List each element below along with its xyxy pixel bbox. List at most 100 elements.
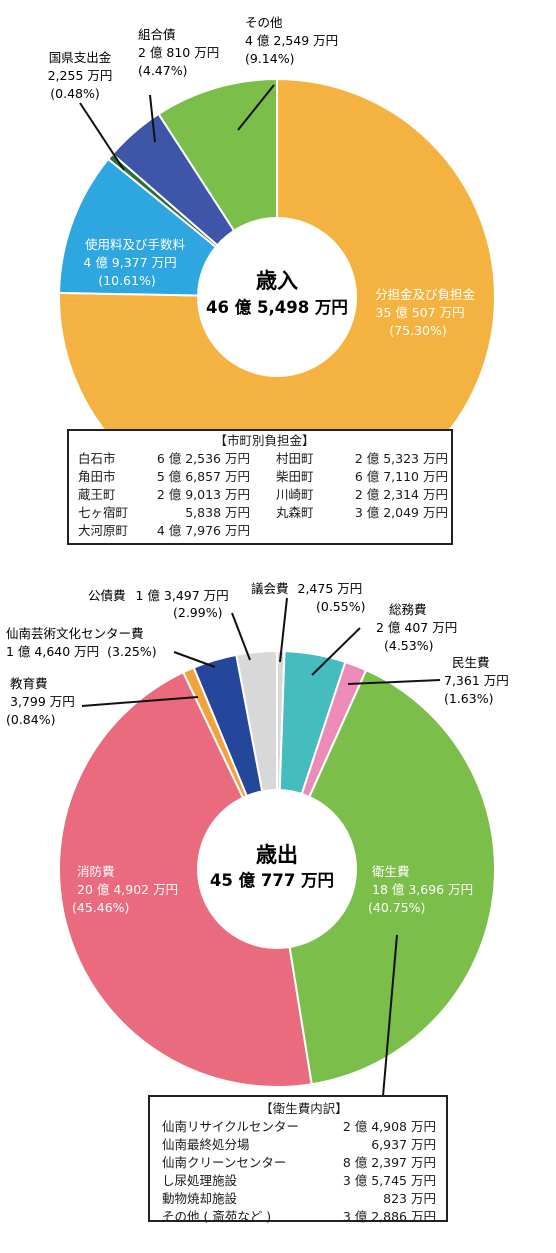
- municipality-name: 白石市: [78, 451, 116, 466]
- label-eiseihi-amount: 18 億 3,696 万円: [372, 882, 473, 897]
- label-kosaihi-amount: 1 億 3,497 万円: [136, 588, 229, 603]
- municipality-amount: 2 億 9,013 万円: [156, 487, 250, 502]
- label-somuhi-name: 総務費: [389, 602, 427, 617]
- label-buntankin-percent: (75.30%): [389, 323, 446, 338]
- expenditure-donut-chart: [58, 649, 496, 1088]
- label-geijutsu-text: 1 億 4,640 万円 (3.25%): [6, 644, 157, 659]
- municipal-contribution-box: 【市町別負担金】 白石市 6 億 2,536 万円 村田町 2 億 5,323 万円角…: [67, 429, 453, 545]
- health-item-name: 仙南リサイクルセンター: [162, 1119, 299, 1134]
- municipality-amount: 5,838 万円: [185, 505, 250, 520]
- label-minseihi-percent: (1.63%): [444, 691, 493, 706]
- label-kosaihi-name: 公債費: [88, 588, 126, 603]
- municipality-amount: 2 億 5,323 万円: [354, 451, 448, 466]
- municipal-box-title: 【市町別負担金】: [214, 433, 315, 448]
- municipality-name: 大河原町: [78, 523, 129, 538]
- municipality-amount: 6 億 7,110 万円: [354, 469, 448, 484]
- label-eiseihi-percent: (40.75%): [368, 900, 425, 915]
- municipal-table: 白石市 6 億 2,536 万円 村田町 2 億 5,323 万円角田市 5 億 6,8…: [78, 450, 448, 540]
- health-item-amount: 3 億 5,745 万円: [342, 1173, 436, 1188]
- municipality-name: [250, 522, 346, 540]
- municipality-name: 柴田町: [276, 469, 314, 484]
- municipality-name: 角田市: [78, 469, 116, 484]
- label-sonota-name: その他: [245, 15, 283, 30]
- label-shiyoryo: 使用料及び手数料 4 億 9,377 万円 (10.61%): [83, 237, 185, 288]
- label-kumiaisai: 組合債 2 億 810 万円 (4.47%): [138, 27, 219, 78]
- leader-line-kyoikuhi: [81, 696, 199, 707]
- health-item-amount: 3 億 2,886 万円: [342, 1209, 436, 1224]
- municipality-name: 村田町: [276, 451, 314, 466]
- health-table: 仙南リサイクルセンター 2 億 4,908 万円 仙南最終処分場 6,937 万円 仙南…: [162, 1118, 436, 1226]
- label-somuhi: 総務費 2 億 407 万円 (4.53%): [376, 602, 457, 653]
- municipality-name: 丸森町: [276, 505, 314, 520]
- health-item-name: その他 ( 斎苑など ): [162, 1209, 272, 1224]
- municipality-amount: 6 億 2,536 万円: [156, 451, 250, 466]
- health-row: 仙南リサイクルセンター 2 億 4,908 万円: [162, 1118, 436, 1136]
- leader-line-geijutsu: [173, 651, 216, 668]
- health-item-name: し尿処理施設: [162, 1173, 238, 1188]
- revenue-center-title: 歳入: [256, 269, 298, 293]
- label-eiseihi-name: 衛生費: [372, 864, 410, 879]
- label-kyoikuhi-amount: 3,799 万円: [10, 694, 75, 709]
- label-kokuken-percent: (0.48%): [50, 86, 99, 101]
- label-gikaihi-amount: 2,475 万円: [298, 581, 363, 596]
- municipality-amount: 2 億 2,314 万円: [354, 487, 448, 502]
- label-eiseihi: 衛生費 18 億 3,696 万円 (40.75%): [368, 864, 473, 915]
- expenditure-center-title: 歳出: [256, 843, 298, 867]
- label-gikaihi-percent: (0.55%): [316, 599, 365, 614]
- label-kyoikuhi-percent: (0.84%): [6, 712, 55, 727]
- label-shiyoryo-amount: 4 億 9,377 万円: [83, 255, 176, 270]
- revenue-center-total: 46 億 5,498 万円: [206, 297, 348, 317]
- label-shiyoryo-name: 使用料及び手数料: [85, 237, 186, 252]
- leader-line-kosaihi: [231, 612, 251, 661]
- label-somuhi-amount: 2 億 407 万円: [376, 620, 457, 635]
- label-kosaihi-text: 公債費 1 億 3,497 万円: [88, 588, 229, 603]
- label-gikaihi: 議会費 2,475 万円 (0.55%): [251, 581, 365, 614]
- label-shobohi-percent: (45.46%): [72, 900, 129, 915]
- label-minseihi-amount: 7,361 万円: [444, 673, 509, 688]
- health-item-name: 動物焼却施設: [162, 1191, 238, 1206]
- municipality-amount: 5 億 6,857 万円: [156, 469, 250, 484]
- revenue-donut-chart: [58, 77, 496, 516]
- municipality-name: 川崎町: [276, 487, 314, 502]
- municipal-row: 白石市 6 億 2,536 万円 村田町 2 億 5,323 万円: [78, 450, 448, 468]
- label-minseihi: 民生費 7,361 万円 (1.63%): [444, 655, 509, 706]
- label-kumiaisai-name: 組合債: [138, 27, 176, 42]
- label-geijutsu-percent: (3.25%): [107, 644, 156, 659]
- municipal-row: 七ヶ宿町 5,838 万円 丸森町 3 億 2,049 万円: [78, 504, 448, 522]
- label-kumiaisai-amount: 2 億 810 万円: [138, 45, 219, 60]
- health-row: 動物焼却施設 823 万円: [162, 1190, 436, 1208]
- label-buntankin-name: 分担金及び負担金: [375, 287, 476, 302]
- label-buntankin: 分担金及び負担金 35 億 507 万円 (75.30%): [375, 287, 476, 338]
- leader-line-sonota: [237, 84, 275, 131]
- leader-line-kokuken: [79, 102, 125, 171]
- label-shobohi-amount: 20 億 4,902 万円: [77, 882, 178, 897]
- health-item-amount: 823 万円: [383, 1191, 436, 1206]
- label-kumiaisai-percent: (4.47%): [138, 63, 187, 78]
- label-shobohi-name: 消防費: [77, 864, 115, 879]
- label-shobohi: 消防費 20 億 4,902 万円 (45.46%): [72, 864, 178, 915]
- municipality-amount: [346, 522, 448, 540]
- label-gikaihi-name: 議会費: [251, 581, 289, 596]
- label-shiyoryo-percent: (10.61%): [98, 273, 155, 288]
- municipal-row: 角田市 5 億 6,857 万円 柴田町 6 億 7,110 万円: [78, 468, 448, 486]
- health-item-amount: 2 億 4,908 万円: [342, 1119, 436, 1134]
- label-kosaihi: 公債費 1 億 3,497 万円 (2.99%): [88, 588, 229, 620]
- label-kokuken-name: 国県支出金: [49, 50, 112, 65]
- expenditure-center-total: 45 億 777 万円: [210, 870, 334, 890]
- health-row: 仙南クリーンセンター 8 億 2,397 万円: [162, 1154, 436, 1172]
- label-somuhi-percent: (4.53%): [384, 638, 433, 653]
- label-kyoikuhi-name: 教育費: [10, 676, 48, 691]
- municipality-name: 七ヶ宿町: [78, 505, 129, 520]
- leader-line-minseihi: [347, 679, 441, 685]
- municipality-name: 蔵王町: [78, 487, 116, 502]
- health-row: し尿処理施設 3 億 5,745 万円: [162, 1172, 436, 1190]
- label-minseihi-name: 民生費: [452, 655, 490, 670]
- label-gikaihi-text: 議会費 2,475 万円: [251, 581, 362, 596]
- expenditure-donut-hole: [197, 789, 357, 949]
- leader-line-gikaihi: [279, 597, 288, 663]
- municipality-amount: 3 億 2,049 万円: [354, 505, 448, 520]
- leader-line-somuhi: [311, 627, 361, 676]
- municipality-amount: 4 億 7,976 万円: [156, 523, 250, 538]
- health-expense-box: 【衛生費内訳】 仙南リサイクルセンター 2 億 4,908 万円 仙南最終処分場 6,…: [148, 1095, 448, 1224]
